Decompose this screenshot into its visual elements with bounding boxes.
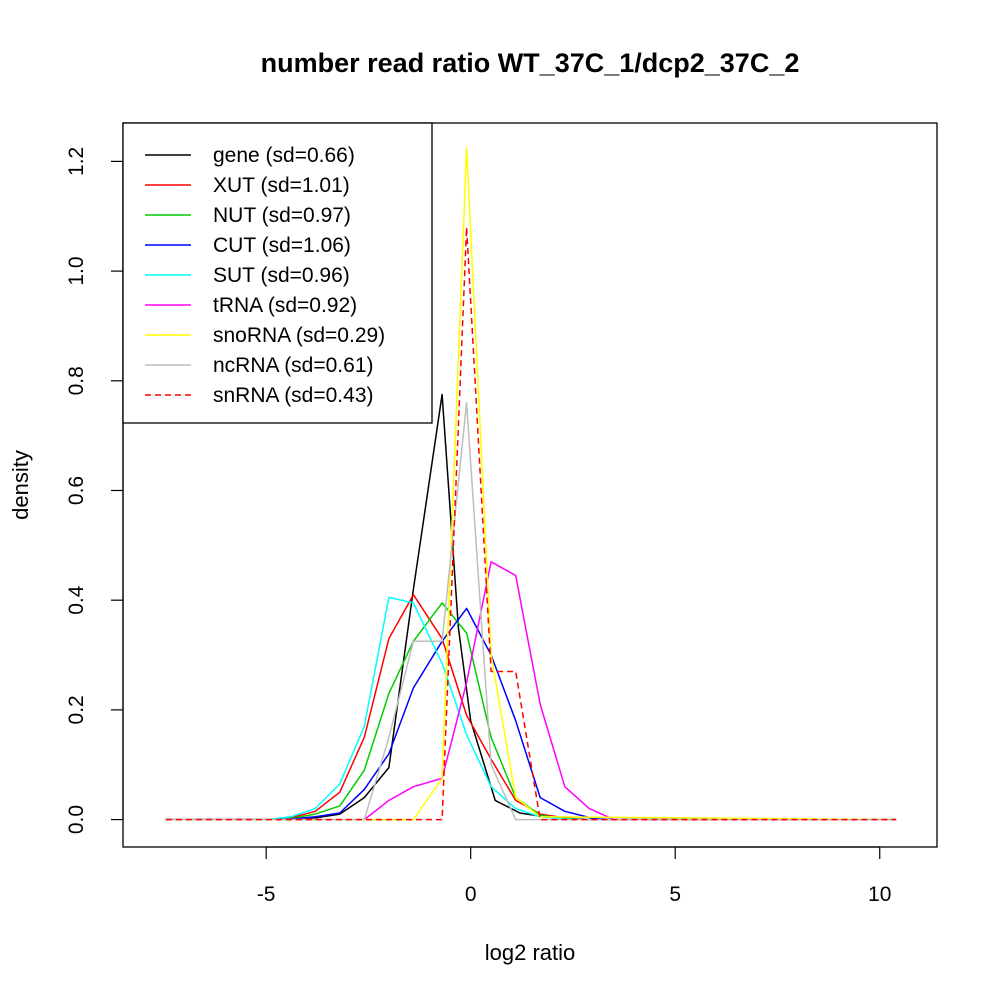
- series-line-snrna: [165, 226, 897, 821]
- x-tick-label: 5: [669, 883, 681, 906]
- series-line-xut: [165, 593, 897, 821]
- y-axis-label: density: [8, 450, 33, 520]
- x-axis-label: log2 ratio: [485, 940, 576, 965]
- x-tick-label: -5: [257, 883, 276, 906]
- plot-frame: [122, 122, 938, 848]
- y-axis: 0.0 0.2 0.4 0.6 0.8 1.0 1.2: [65, 147, 124, 834]
- legend-label-snorna: snoRNA (sd=0.29): [213, 324, 385, 347]
- legend-label-snrna: snRNA (sd=0.43): [213, 384, 374, 407]
- y-tick-label: 0.8: [65, 366, 88, 395]
- y-tick-label: 1.0: [65, 256, 88, 285]
- x-axis: -5 0 5 10: [257, 846, 891, 906]
- legend-label-ncrna: ncRNA (sd=0.61): [213, 354, 374, 377]
- series-line-cut: [165, 607, 897, 821]
- series-line-snorna: [165, 146, 897, 821]
- series-line-trna: [165, 561, 897, 821]
- legend-label-sut: SUT (sd=0.96): [213, 264, 350, 287]
- series-layer: [165, 146, 897, 821]
- x-tick-label: 10: [868, 883, 891, 906]
- series-line-nut: [165, 602, 897, 821]
- y-tick-label: 0.2: [65, 695, 88, 724]
- legend-label-cut: CUT (sd=1.06): [213, 234, 351, 257]
- x-tick-label: 0: [465, 883, 477, 906]
- legend-label-gene: gene (sd=0.66): [213, 144, 355, 167]
- legend-label-nut: NUT (sd=0.97): [213, 204, 351, 227]
- series-line-sut: [165, 596, 897, 821]
- y-tick-label: 0.6: [65, 476, 88, 505]
- series-line-gene: [165, 393, 897, 821]
- legend: gene (sd=0.66) XUT (sd=1.01) NUT (sd=0.97)…: [122, 122, 433, 424]
- y-tick-label: 0.0: [65, 805, 88, 834]
- y-tick-label: 0.4: [65, 585, 88, 615]
- series-line-ncrna: [165, 401, 897, 821]
- chart-title: number read ratio WT_37C_1/dcp2_37C_2: [261, 48, 800, 78]
- legend-label-trna: tRNA (sd=0.92): [213, 294, 357, 317]
- legend-box: [122, 122, 433, 424]
- y-tick-label: 1.2: [65, 147, 88, 176]
- legend-label-xut: XUT (sd=1.01): [213, 174, 350, 197]
